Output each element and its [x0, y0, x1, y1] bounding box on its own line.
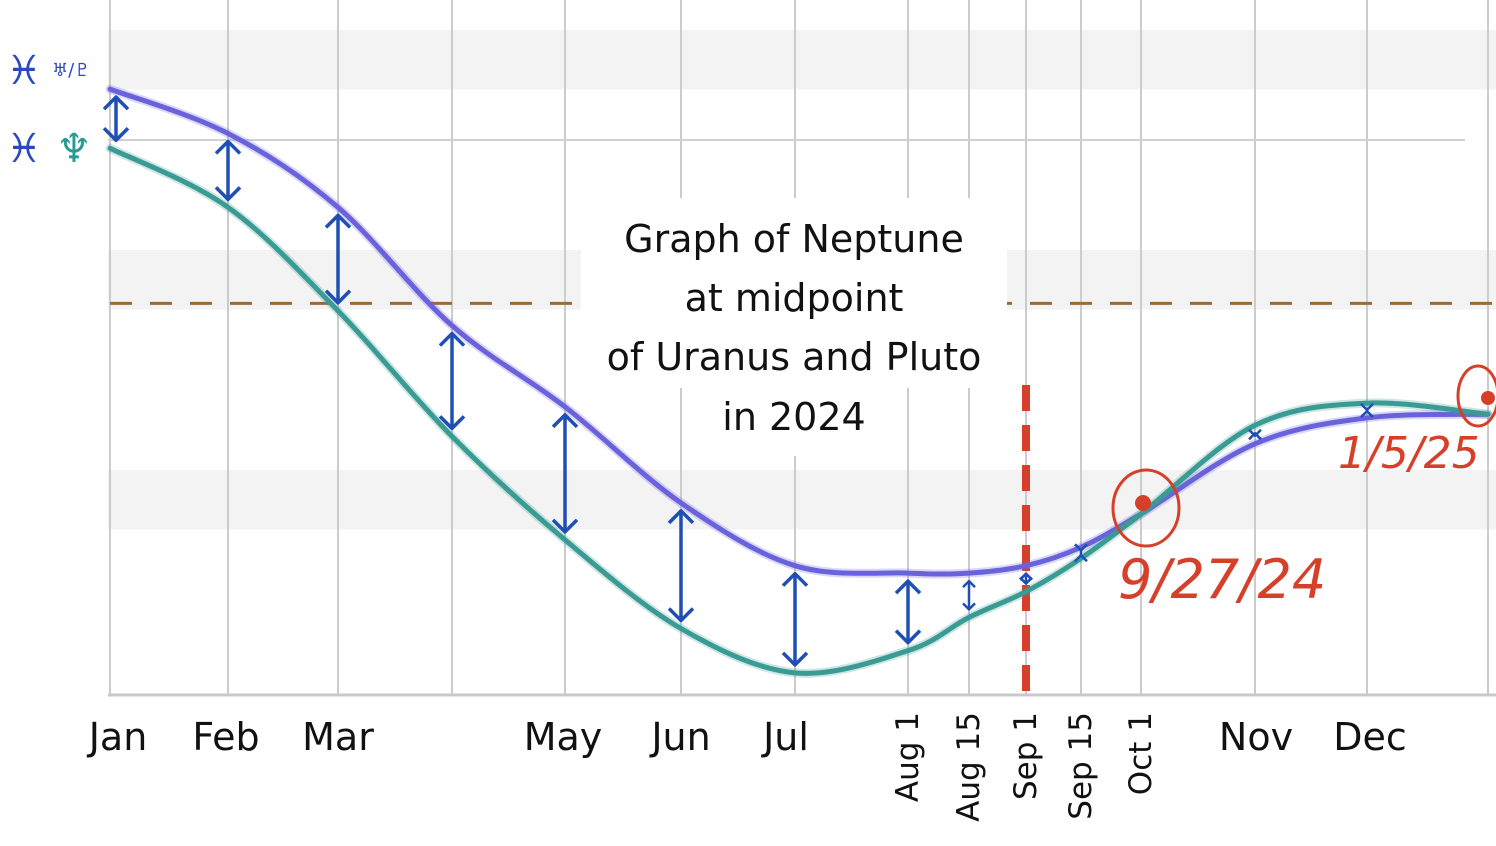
neptune-icon: ♆	[56, 126, 92, 172]
x-tick-label: Feb	[192, 715, 259, 759]
grid-band	[108, 140, 1496, 200]
gap-arrow-head	[438, 415, 466, 431]
gap-arrow-head	[214, 186, 242, 202]
chart-title-line-3: of Uranus and Pluto	[606, 335, 982, 379]
pisces-icon: ♓	[6, 126, 42, 172]
gap-arrow-head	[214, 139, 242, 155]
gap-arrow-head	[102, 126, 130, 142]
gap-arrows	[102, 95, 1374, 667]
x-tick-label: May	[524, 715, 603, 759]
gap-arrow-head	[324, 213, 352, 229]
gap-arrow-head	[1019, 572, 1033, 581]
crossing-label-2: 1/5/25	[1338, 428, 1480, 479]
gap-arrow-head	[551, 413, 579, 429]
gap-arrow-head	[667, 509, 695, 525]
gap-arrow-head	[781, 651, 809, 667]
x-tick-label-rotated: Aug 15	[951, 712, 987, 822]
gap-arrow-head	[781, 571, 809, 587]
gap-arrow-head	[1248, 432, 1262, 441]
gap-arrow-head	[324, 289, 352, 305]
chart-title-line-2: at midpoint	[684, 276, 904, 320]
x-axis-labels: Jan Feb Mar May Jun Jul Nov Dec Aug 1 Aug 15 Sep 1…	[87, 712, 1407, 822]
gap-arrow-head	[1074, 553, 1088, 563]
gap-arrow-head	[667, 607, 695, 623]
x-tick-label: Jul	[761, 715, 809, 759]
crossing-circle	[1111, 468, 1181, 548]
crossing-circle	[1456, 364, 1496, 428]
legend: ♓ ♅/♇ ♓ ♆	[6, 48, 92, 172]
x-tick-label: Jan	[87, 715, 148, 759]
title-box-background	[581, 198, 1007, 456]
gap-arrow-head	[1074, 543, 1088, 552]
x-tick-label-rotated: Oct 1	[1123, 712, 1159, 795]
chart-title-line-1: Graph of Neptune	[624, 217, 964, 261]
pisces-icon: ♓	[6, 48, 42, 94]
x-tick-label: Jun	[649, 715, 710, 759]
chart-title-box: Graph of Neptune at midpoint of Uranus a…	[581, 198, 1007, 456]
grid-band	[108, 470, 1496, 530]
gap-arrow-head	[102, 95, 130, 111]
grid-band	[108, 580, 1496, 640]
gap-arrow-head	[894, 579, 922, 595]
series-line-midpoint	[107, 86, 1491, 577]
crossing-point	[1135, 495, 1151, 511]
gap-arrow-head	[438, 331, 466, 347]
crossing-label-1: 9/27/24	[1118, 548, 1326, 611]
gap-arrow-head	[1019, 576, 1033, 585]
x-tick-label-rotated: Aug 1	[890, 712, 926, 802]
series-line-neptune	[107, 145, 1491, 676]
chart-title-line-4: in 2024	[722, 395, 866, 439]
x-tick-label: Mar	[302, 715, 374, 759]
uranus-pluto-icon: ♅/♇	[52, 60, 90, 81]
gap-arrow-head	[1360, 403, 1374, 412]
crossing-annotations: 9/27/24 1/5/25	[1111, 364, 1496, 611]
series-lines	[105, 84, 1493, 678]
gap-arrow-head	[894, 629, 922, 645]
x-tick-label: Nov	[1219, 715, 1293, 759]
x-tick-label-rotated: Sep 15	[1063, 712, 1099, 820]
gap-arrow-head	[962, 579, 976, 588]
gap-arrow-head	[962, 602, 976, 611]
x-tick-label-rotated: Sep 1	[1008, 712, 1044, 800]
crossing-point	[1481, 391, 1495, 405]
gap-arrow-head	[551, 518, 579, 534]
gap-arrow-head	[1248, 428, 1262, 438]
x-tick-label: Dec	[1333, 715, 1407, 759]
grid-band	[108, 30, 1496, 90]
